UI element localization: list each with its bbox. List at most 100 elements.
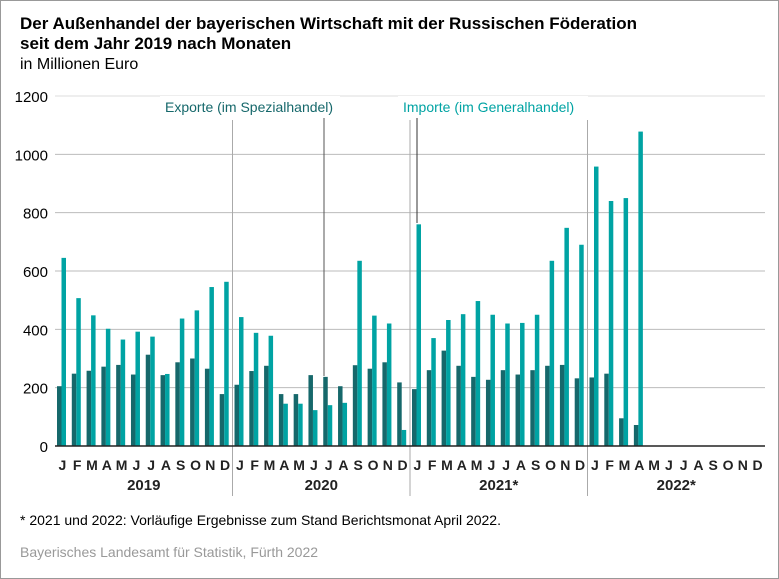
import-bar	[431, 338, 436, 446]
x-tick-label: J	[325, 457, 333, 473]
x-tick-label: J	[236, 457, 244, 473]
export-bar	[308, 375, 313, 446]
export-bar	[441, 350, 447, 446]
x-tick-label: M	[648, 457, 660, 473]
import-bar	[490, 314, 495, 446]
year-label: 2022*	[657, 477, 696, 494]
chart-subtitle: in Millionen Euro	[20, 56, 139, 73]
x-tick-label: D	[753, 457, 763, 473]
export-bar	[619, 418, 624, 446]
import-bar	[283, 403, 288, 446]
import-bar	[342, 402, 348, 446]
x-tick-label: D	[575, 457, 585, 473]
x-tick-label: M	[264, 457, 276, 473]
x-tick-label: J	[310, 457, 318, 473]
import-bar	[120, 339, 126, 446]
y-tick-label: 600	[23, 264, 48, 281]
export-bar	[204, 368, 210, 446]
import-bar	[549, 260, 555, 446]
import-bar	[594, 166, 599, 447]
x-tick-label: M	[293, 457, 305, 473]
import-bar	[105, 328, 111, 446]
x-tick-label: N	[383, 457, 393, 473]
import-bar	[179, 318, 185, 446]
x-tick-label: N	[560, 457, 570, 473]
x-tick-label: A	[516, 457, 526, 473]
x-tick-label: O	[190, 457, 201, 473]
x-tick-label: M	[471, 457, 483, 473]
import-bar	[372, 315, 377, 446]
export-bar	[57, 386, 62, 446]
export-bar	[397, 382, 402, 446]
export-bar	[530, 370, 535, 446]
export-bar	[545, 365, 550, 446]
year-label: 2021*	[479, 477, 518, 494]
export-bar	[471, 376, 476, 446]
import-bar	[534, 314, 540, 446]
import-bar	[386, 323, 392, 446]
import-bar	[224, 281, 229, 446]
x-tick-label: A	[279, 457, 289, 473]
import-bar	[579, 244, 584, 446]
x-tick-label: F	[73, 457, 82, 473]
x-tick-label: A	[693, 457, 703, 473]
x-tick-label: J	[680, 457, 688, 473]
import-bar	[564, 227, 569, 446]
import-bar	[268, 335, 274, 446]
x-tick-label: N	[738, 457, 748, 473]
y-tick-label: 800	[23, 206, 48, 223]
legend-imports: Importe (im Generalhandel)	[403, 99, 574, 115]
source-note: Bayerisches Landesamt für Statistik, Für…	[20, 544, 319, 560]
x-tick-label: J	[502, 457, 510, 473]
legend-bg	[398, 96, 588, 120]
chart-title-line2: seit dem Jahr 2019 nach Monaten	[20, 34, 292, 53]
import-bar	[298, 403, 303, 446]
import-bar	[312, 410, 318, 446]
y-tick-label: 0	[40, 439, 48, 456]
export-bar	[382, 362, 387, 446]
x-tick-label: M	[619, 457, 631, 473]
y-tick-label: 1000	[15, 147, 48, 164]
import-bar	[239, 317, 244, 446]
x-tick-label: J	[665, 457, 673, 473]
x-tick-label: A	[161, 457, 171, 473]
export-bar	[264, 365, 269, 446]
x-tick-label: F	[250, 457, 259, 473]
x-tick-label: D	[398, 457, 408, 473]
export-bar	[175, 362, 180, 446]
import-bar	[357, 260, 362, 446]
x-tick-label: M	[86, 457, 98, 473]
export-bar	[278, 394, 284, 446]
x-tick-label: J	[147, 457, 155, 473]
import-bar	[209, 287, 214, 446]
import-bar	[401, 429, 407, 446]
x-tick-label: M	[116, 457, 128, 473]
x-tick-label: S	[709, 457, 718, 473]
x-tick-label: J	[487, 457, 495, 473]
export-bar	[116, 364, 121, 446]
export-bar	[219, 394, 225, 446]
import-bar	[194, 310, 200, 446]
x-tick-label: S	[531, 457, 540, 473]
x-tick-label: F	[428, 457, 437, 473]
export-bar	[426, 370, 432, 446]
x-tick-label: A	[338, 457, 348, 473]
x-tick-label: S	[176, 457, 185, 473]
x-tick-label: N	[205, 457, 215, 473]
export-bar	[352, 365, 358, 446]
import-bar	[150, 336, 155, 446]
export-bar	[338, 386, 343, 446]
footnote: * 2021 und 2022: Vorläufige Ergebnisse z…	[20, 512, 501, 528]
import-bar	[475, 301, 481, 446]
import-bar	[61, 257, 66, 446]
export-bar	[101, 366, 106, 446]
export-bar	[485, 379, 491, 446]
import-bar	[327, 405, 333, 446]
import-bar	[608, 201, 614, 446]
export-bar	[160, 375, 166, 446]
import-bar	[446, 320, 451, 446]
export-bar	[293, 394, 299, 446]
x-tick-label: O	[723, 457, 734, 473]
legend-exports: Exporte (im Spezialhandel)	[165, 99, 333, 115]
import-bar	[165, 373, 170, 446]
